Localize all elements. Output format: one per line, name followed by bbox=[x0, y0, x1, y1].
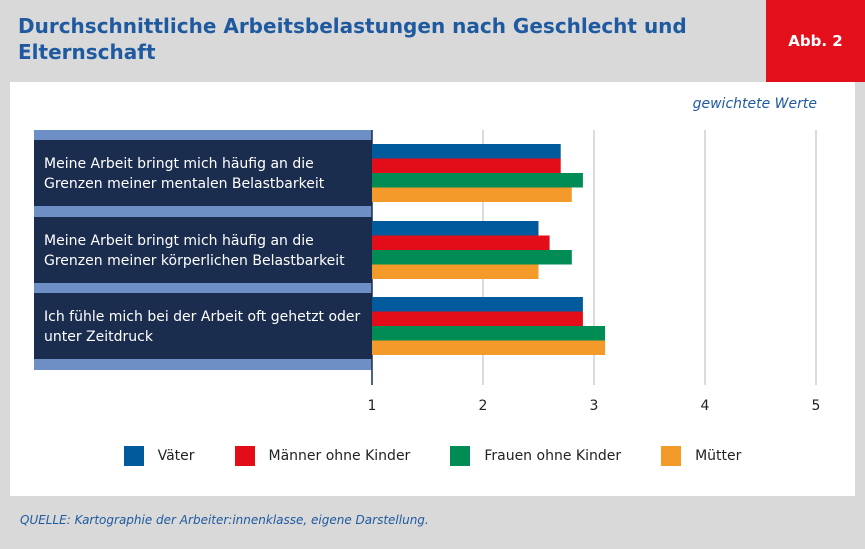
bar-väter bbox=[372, 221, 539, 236]
source-note: QUELLE: Kartographie der Arbeiter:innenk… bbox=[20, 513, 429, 527]
x-tick-label: 3 bbox=[590, 398, 599, 414]
label-box bbox=[34, 217, 372, 283]
x-tick-label: 1 bbox=[368, 398, 377, 414]
bar-männer-ohne-kinder bbox=[372, 311, 583, 326]
x-tick-label: 4 bbox=[701, 398, 710, 414]
bar-frauen-ohne-kinder bbox=[372, 250, 572, 265]
legend-label: Mütter bbox=[695, 448, 742, 464]
legend-item: Frauen ohne Kinder bbox=[450, 446, 621, 466]
category-label: Ich fühle mich bei der Arbeit oft gehetz… bbox=[44, 309, 361, 345]
weighted-note: gewichtete Werte bbox=[692, 96, 817, 112]
legend-swatch bbox=[123, 446, 144, 466]
bar-männer-ohne-kinder bbox=[372, 158, 561, 173]
legend: Väter Männer ohne Kinder Frauen ohne Kinde… bbox=[0, 446, 865, 466]
legend-swatch bbox=[661, 446, 682, 466]
chart-title: Durchschnittliche Arbeitsbelastungen nac… bbox=[18, 14, 687, 64]
bar-mütter bbox=[372, 187, 572, 202]
legend-swatch bbox=[234, 446, 255, 466]
bar-väter bbox=[372, 297, 583, 312]
bar-mütter bbox=[372, 264, 539, 279]
category-label: Meine Arbeit bringt mich häufig an die G… bbox=[44, 233, 345, 269]
bar-männer-ohne-kinder bbox=[372, 235, 550, 250]
x-tick-label: 5 bbox=[812, 398, 821, 414]
legend-item: Mütter bbox=[661, 446, 741, 466]
bar-frauen-ohne-kinder bbox=[372, 173, 583, 188]
category-label: Meine Arbeit bringt mich häufig an die G… bbox=[44, 156, 325, 192]
bar-väter bbox=[372, 144, 561, 159]
label-box bbox=[34, 140, 372, 206]
x-tick-label: 2 bbox=[479, 398, 488, 414]
legend-label: Männer ohne Kinder bbox=[268, 448, 411, 464]
legend-swatch bbox=[450, 446, 471, 466]
figure-badge: Abb. 2 bbox=[766, 0, 865, 82]
legend-label: Frauen ohne Kinder bbox=[484, 448, 622, 464]
bar-frauen-ohne-kinder bbox=[372, 326, 606, 341]
bar-mütter bbox=[372, 340, 606, 355]
legend-item: Väter bbox=[123, 446, 195, 466]
legend-label: Väter bbox=[157, 448, 195, 464]
legend-item: Männer ohne Kinder bbox=[234, 446, 411, 466]
label-box bbox=[34, 293, 372, 359]
